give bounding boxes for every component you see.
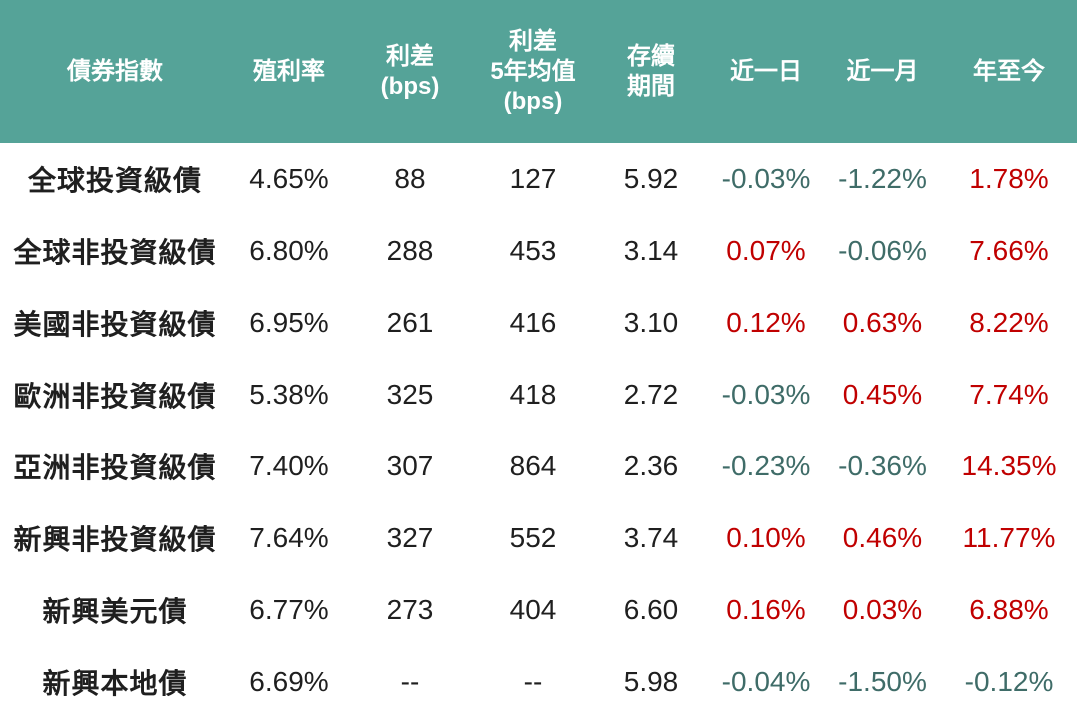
table-row: 新興非投資級債 7.64% 327 552 3.74 0.10% 0.46% 1…: [0, 502, 1077, 574]
table-row: 歐洲非投資級債 5.38% 325 418 2.72 -0.03% 0.45% …: [0, 359, 1077, 431]
cell-chg-1d: -0.03%: [721, 378, 811, 410]
cell-yield: 6.77%: [249, 594, 329, 626]
cell-spread-5y-avg-bps: 453: [509, 234, 557, 266]
cell-spread-5y-avg-bps: 416: [509, 306, 557, 338]
cell-yield: 7.64%: [249, 522, 329, 554]
cell-chg-1m: 0.63%: [842, 306, 923, 338]
cell-yield: 6.80%: [249, 234, 329, 266]
cell-spread-5y-avg-bps: 864: [509, 450, 557, 482]
cell-spread-5y-avg-bps: 552: [509, 522, 557, 554]
cell-spread-5y-avg-bps: --: [523, 666, 543, 698]
cell-chg-1m: 0.46%: [842, 522, 923, 554]
cell-chg-1d: -0.03%: [721, 162, 811, 194]
cell-chg-1m: -1.50%: [838, 666, 927, 698]
cell-ytd: 14.35%: [961, 450, 1057, 482]
cell-yield: 6.69%: [249, 666, 329, 698]
cell-spread-5y-avg-bps: 127: [509, 162, 557, 194]
column-header-duration: 存續 期間: [627, 42, 675, 100]
cell-ytd: 1.78%: [969, 162, 1049, 194]
cell-duration: 3.14: [623, 234, 679, 266]
cell-ytd: -0.12%: [964, 666, 1054, 698]
column-header-yield: 殖利率: [253, 57, 325, 85]
cell-ytd: 7.66%: [969, 234, 1049, 266]
cell-chg-1d: 0.10%: [726, 522, 806, 554]
cell-duration: 5.98: [623, 666, 679, 698]
cell-spread-bps: 325: [386, 378, 434, 410]
column-header-index-name: 債券指數: [67, 57, 163, 85]
cell-spread-bps: 273: [386, 594, 434, 626]
table-row: 全球投資級債 4.65% 88 127 5.92 -0.03% -1.22% 1…: [0, 143, 1077, 215]
cell-duration: 2.72: [623, 378, 679, 410]
cell-spread-bps: --: [400, 666, 420, 698]
column-header-chg-1m: 近一月: [846, 57, 919, 85]
cell-spread-bps: 307: [386, 450, 434, 482]
cell-spread-5y-avg-bps: 418: [509, 378, 557, 410]
cell-index-name: 新興非投資級債: [13, 524, 217, 556]
column-header-ytd: 年至今: [973, 57, 1045, 85]
cell-spread-bps: 261: [386, 306, 434, 338]
cell-chg-1d: -0.23%: [721, 450, 811, 482]
cell-chg-1d: 0.12%: [726, 306, 806, 338]
cell-chg-1d: 0.16%: [726, 594, 806, 626]
cell-duration: 6.60: [623, 594, 679, 626]
cell-index-name: 全球投資級債: [27, 164, 202, 196]
cell-chg-1d: -0.04%: [721, 666, 811, 698]
table-row: 全球非投資級債 6.80% 288 453 3.14 0.07% -0.06% …: [0, 215, 1077, 287]
cell-spread-5y-avg-bps: 404: [509, 594, 557, 626]
cell-index-name: 美國非投資級債: [13, 308, 217, 340]
cell-spread-bps: 88: [394, 162, 426, 194]
cell-duration: 5.92: [623, 162, 679, 194]
cell-yield: 4.65%: [249, 162, 329, 194]
column-header-spread-bps: 利差 (bps): [380, 42, 440, 100]
cell-index-name: 全球非投資級債: [13, 236, 217, 268]
cell-chg-1m: -1.22%: [838, 162, 927, 194]
cell-yield: 7.40%: [249, 450, 329, 482]
table-row: 新興本地債 6.69% -- -- 5.98 -0.04% -1.50% -0.…: [0, 646, 1077, 718]
table-body: 全球投資級債 4.65% 88 127 5.92 -0.03% -1.22% 1…: [0, 143, 1077, 718]
cell-index-name: 新興本地債: [42, 668, 188, 700]
cell-chg-1m: 0.03%: [842, 594, 923, 626]
column-header-chg-1d: 近一日: [730, 57, 802, 85]
cell-index-name: 新興美元債: [42, 596, 188, 628]
cell-ytd: 7.74%: [969, 378, 1049, 410]
cell-yield: 5.38%: [249, 378, 329, 410]
cell-index-name: 亞洲非投資級債: [13, 452, 217, 484]
cell-duration: 2.36: [623, 450, 679, 482]
cell-yield: 6.95%: [249, 306, 329, 338]
cell-duration: 3.74: [623, 522, 679, 554]
cell-chg-1d: 0.07%: [726, 234, 806, 266]
cell-ytd: 11.77%: [962, 522, 1056, 554]
table-row: 美國非投資級債 6.95% 261 416 3.10 0.12% 0.63% 8…: [0, 287, 1077, 359]
cell-spread-bps: 288: [386, 234, 434, 266]
cell-chg-1m: -0.06%: [838, 234, 927, 266]
table-row: 亞洲非投資級債 7.40% 307 864 2.36 -0.23% -0.36%…: [0, 431, 1077, 503]
cell-index-name: 歐洲非投資級債: [13, 380, 217, 412]
cell-duration: 3.10: [623, 306, 679, 338]
table-header: 債券指數 殖利率 利差 (bps) 利差 5年均值 (bps) 存續 期間 近一…: [0, 0, 1077, 143]
table-row: 新興美元債 6.77% 273 404 6.60 0.16% 0.03% 6.8…: [0, 574, 1077, 646]
cell-ytd: 8.22%: [969, 306, 1049, 338]
cell-ytd: 6.88%: [969, 594, 1049, 626]
cell-chg-1m: 0.45%: [842, 378, 923, 410]
cell-spread-bps: 327: [386, 522, 434, 554]
cell-chg-1m: -0.36%: [838, 450, 927, 482]
column-header-spread-5y-avg-bps: 利差 5年均值 (bps): [490, 27, 576, 115]
